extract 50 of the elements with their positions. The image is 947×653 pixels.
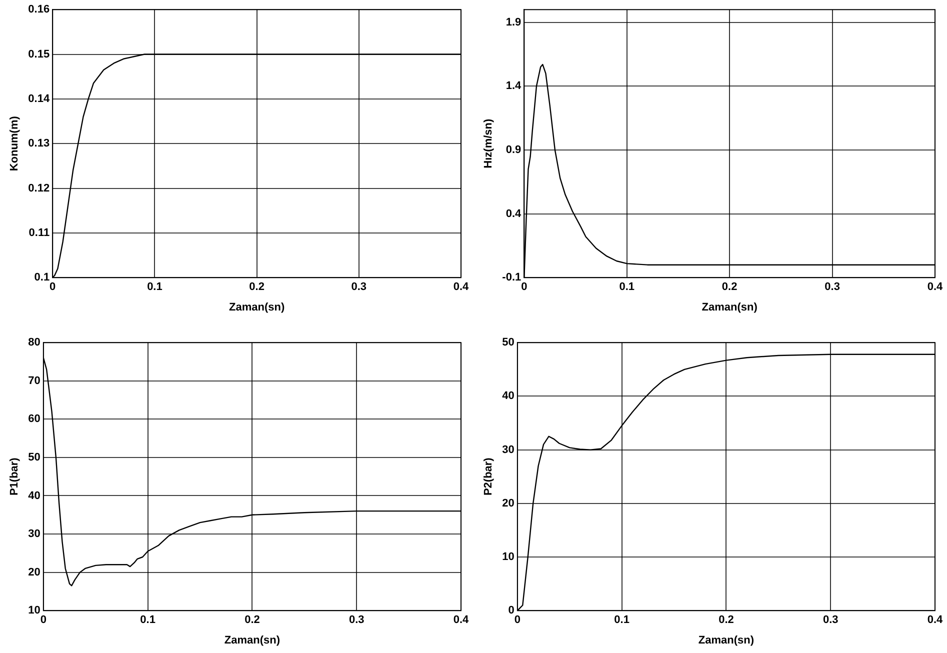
y-tick-label: 0.14 <box>28 92 50 105</box>
y-tick-label: 0.12 <box>28 182 50 194</box>
x-tick-label: 0.4 <box>927 614 944 626</box>
y-tick-label: 10 <box>28 604 40 617</box>
x-tick-label: 0.4 <box>453 614 470 626</box>
y-tick-label: -0.1 <box>502 272 522 284</box>
x-axis-title: Zaman(sn) <box>698 634 754 646</box>
y-tick-label: 40 <box>28 490 40 502</box>
y-tick-label: 60 <box>28 413 40 426</box>
y-tick-label: 0.4 <box>506 208 522 220</box>
y-tick-label: 1.4 <box>506 80 522 92</box>
y-tick-label: 50 <box>502 336 514 349</box>
y-axis-title: P1(bar) <box>8 457 21 496</box>
x-axis-title: Zaman(sn) <box>224 634 280 646</box>
y-tick-label: 1.9 <box>506 16 522 28</box>
x-tick-label: 0.4 <box>927 281 944 294</box>
y-axis-title: Konum(m) <box>8 116 21 172</box>
x-tick-label: 0.2 <box>722 281 738 294</box>
y-tick-label: 0.15 <box>28 48 50 60</box>
x-tick-label: 0.3 <box>822 614 838 626</box>
x-tick-label: 0.1 <box>619 281 635 294</box>
x-tick-label: 0.2 <box>718 614 734 626</box>
x-tick-label: 0.3 <box>348 614 364 626</box>
y-tick-label: 0.11 <box>28 226 50 239</box>
x-axis-title: Zaman(sn) <box>702 301 758 314</box>
y-tick-label: 0.9 <box>506 144 522 156</box>
y-tick-label: 20 <box>502 497 514 510</box>
y-tick-label: 40 <box>502 390 514 402</box>
y-tick-label: 10 <box>502 551 514 564</box>
y-axis-title: P2(bar) <box>482 457 495 496</box>
y-axis-title: Hız(m/sn) <box>482 118 495 168</box>
y-tick-label: 0 <box>508 604 514 617</box>
y-tick-label: 70 <box>28 374 40 387</box>
y-tick-label: 30 <box>28 528 40 540</box>
x-tick-label: 0.4 <box>453 281 470 294</box>
y-tick-label: 0.13 <box>28 138 50 150</box>
x-tick-label: 0.3 <box>351 281 367 294</box>
y-tick-label: 80 <box>28 336 40 349</box>
y-tick-label: 30 <box>502 444 514 456</box>
y-tick-label: 0.16 <box>28 4 50 16</box>
x-tick-label: 0.3 <box>824 281 840 294</box>
x-tick-label: 0.1 <box>147 281 162 294</box>
y-tick-label: 50 <box>28 451 40 464</box>
x-axis-title: Zaman(sn) <box>228 301 285 314</box>
x-tick-label: 0.2 <box>249 281 264 294</box>
x-tick-label: 0.1 <box>140 614 156 626</box>
x-tick-label: 0.1 <box>614 614 630 626</box>
x-tick-label: 0.2 <box>244 614 260 626</box>
y-tick-label: 0.1 <box>34 272 50 284</box>
y-tick-label: 20 <box>28 566 40 578</box>
